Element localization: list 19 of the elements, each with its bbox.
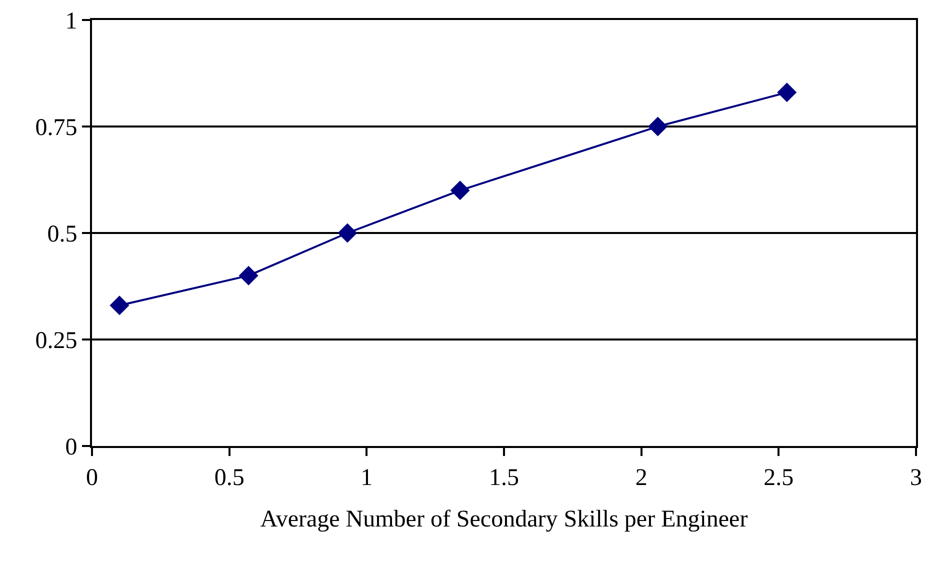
x-axis-title: Average Number of Secondary Skills per Engineer bbox=[260, 506, 748, 533]
x-tick-label: 2 bbox=[635, 464, 648, 491]
point bbox=[238, 266, 258, 286]
x-tick-label: 1 bbox=[360, 464, 373, 491]
point bbox=[648, 116, 668, 136]
point bbox=[110, 296, 130, 316]
point bbox=[777, 82, 797, 102]
y-tick-label: 0 bbox=[65, 434, 78, 460]
x-tick-label: 0.5 bbox=[214, 464, 244, 491]
point bbox=[338, 223, 358, 243]
y-tick-label: 1 bbox=[65, 8, 78, 34]
y-tick-label: 0.5 bbox=[47, 221, 78, 248]
y-tick-label: 0.25 bbox=[35, 328, 78, 354]
y-tick-label: 0.75 bbox=[35, 114, 78, 141]
x-tick-label: 3 bbox=[910, 464, 922, 491]
x-tick-label: 0 bbox=[86, 464, 98, 491]
x-tick-label: 1.5 bbox=[489, 464, 519, 491]
x-tick-label: 2.5 bbox=[764, 464, 794, 491]
point bbox=[450, 180, 470, 200]
